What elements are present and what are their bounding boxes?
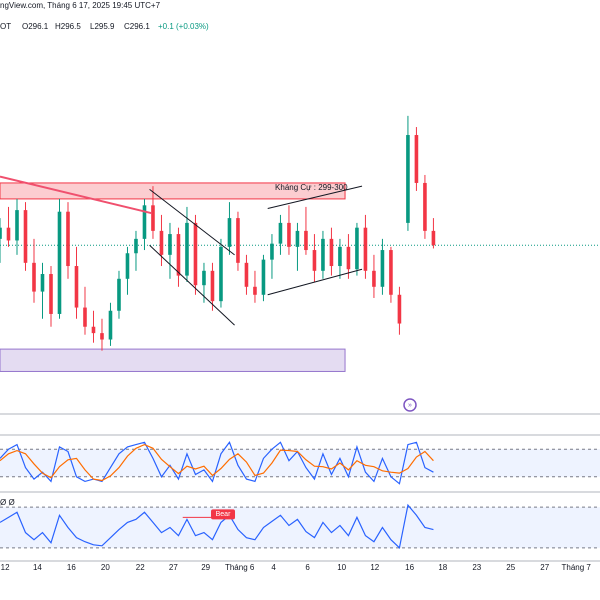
candle-body [117,278,121,311]
symbol: OT [0,22,11,31]
candle-body [278,222,283,244]
candle-body [15,210,19,241]
candle-body [185,222,189,276]
candle-body [66,211,70,267]
candle-body [32,262,36,292]
candle-body [91,326,96,334]
candle-body [134,238,138,254]
trend-line [0,175,153,215]
candle-body [100,333,104,340]
candle-body [219,246,223,302]
rsi-label: Ø Ø [0,498,15,507]
candle-body [414,135,419,183]
candle-body [168,234,172,255]
candle-body [74,266,79,308]
candle-body [321,238,325,271]
candle-body [287,222,291,247]
candle-body [193,222,198,286]
trend-line [149,188,235,256]
candle-body [380,250,385,287]
candle-body [125,253,130,279]
scroll-button[interactable] [403,398,417,412]
candle-body [83,307,87,327]
zone [0,182,346,200]
x-tick-label: 14 [33,563,42,572]
candle-body [423,182,427,231]
candle-body [176,234,181,276]
candle-body [295,230,300,247]
candle-body [253,286,257,295]
close: C296.1 [124,22,150,31]
candle-body [210,270,215,302]
indicator-line [0,441,434,485]
x-tick-label: 27 [540,563,549,572]
candle-body [329,238,334,267]
candle-body [159,230,164,255]
x-tick-label: Tháng 6 [225,563,255,572]
candle-body [312,250,317,271]
x-tick-label: 27 [169,563,178,572]
candle-body [244,262,249,287]
candle-body [227,218,232,247]
candle-body [23,210,28,263]
annotation-text: Bear [216,511,231,518]
candle-body [49,274,53,314]
candle-body [389,250,393,295]
zone-label: Kháng Cự : 299-300 [275,183,348,192]
candle-body [304,230,308,251]
candle-body [270,243,274,260]
high: H296.5 [55,22,81,31]
candle-body [363,227,368,271]
candle-body [346,246,351,270]
x-tick-label: 16 [67,563,76,572]
band-fill [0,507,600,548]
candle-body [0,227,2,239]
candle-body [431,230,436,246]
x-tick-label: 6 [305,563,310,572]
annotation-box [211,509,236,520]
x-tick-label: 12 [370,563,379,572]
x-tick-label: 18 [438,563,447,572]
candle-body [202,270,206,286]
candle-body [372,270,376,287]
x-tick-label: 25 [506,563,515,572]
candle-body [261,259,266,295]
x-tick-label: 4 [271,563,276,572]
candle-body [6,227,11,241]
x-tick-label: 12 [1,563,10,572]
candle-body [151,205,155,231]
indicator-line [0,443,434,482]
zone [0,348,346,372]
header-title: ngView.com, Tháng 6 17, 2025 19:45 UTC+7 [0,1,161,10]
x-tick-label: 16 [405,563,414,572]
x-tick-label: Tháng 7 [562,563,592,572]
candle-body [142,205,147,239]
candle-body [236,218,240,263]
candle-body [406,135,410,223]
change: +0.1 (+0.03%) [158,22,209,31]
x-tick-label: 22 [136,563,145,572]
trend-line [267,268,363,296]
x-tick-label: 23 [472,563,481,572]
candle-body [108,310,113,340]
x-tick-label: 20 [101,563,110,572]
indicator-line [0,503,434,550]
low: L295.9 [90,22,115,31]
x-tick-label: 10 [337,563,346,572]
x-tick-label: 29 [201,563,210,572]
trend-line [267,185,363,209]
scroll-icon[interactable]: » [408,402,412,409]
candle-body [397,294,402,324]
open: O296.1 [22,22,49,31]
candle-body [338,246,342,267]
candle-body [355,227,359,270]
trend-line [149,244,235,326]
candle-body [40,274,45,292]
candle-body [57,211,62,314]
